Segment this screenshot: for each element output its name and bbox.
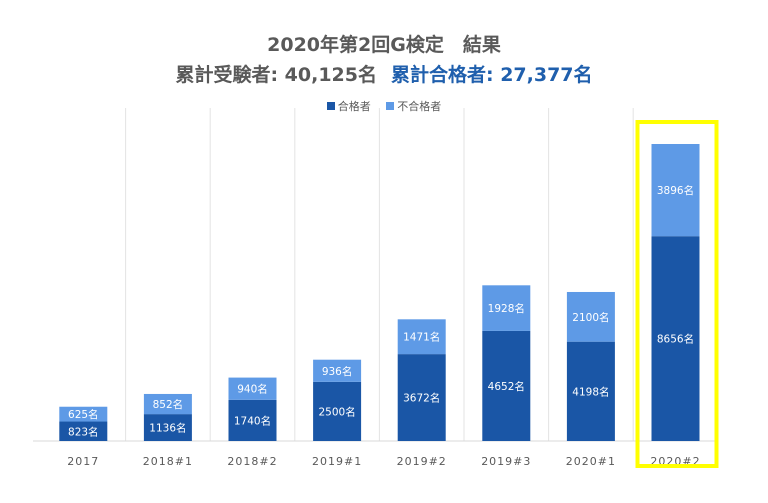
data-label: 852名 — [153, 398, 184, 411]
bar-pass — [228, 399, 277, 441]
chart-subtitle: 累計受験者: 40,125名 累計合格者: 27,377名 — [0, 60, 768, 87]
bar-pass — [313, 381, 362, 441]
data-label: 823名 — [68, 425, 99, 438]
data-label: 1136名 — [149, 422, 186, 435]
cumulative-examinees: 累計受験者: 40,125名 — [175, 64, 377, 86]
legend-label-fail: 不合格者 — [397, 100, 442, 113]
legend-item-pass: 合格者 — [326, 100, 371, 113]
bar-fail — [59, 406, 108, 422]
legend-swatch-pass — [326, 102, 335, 110]
legend: 合格者 不合格者 — [0, 98, 768, 114]
data-label: 1740名 — [234, 414, 271, 427]
x-tick-label: 2017 — [67, 455, 99, 468]
bar-pass — [397, 354, 446, 441]
chart-title: 2020年第2回G検定 結果 — [267, 34, 501, 56]
data-label: 2500名 — [318, 405, 355, 418]
bar-pass — [482, 330, 531, 441]
bar-fail — [397, 319, 446, 355]
x-tick-label: 2020#1 — [566, 455, 616, 468]
data-label: 8656名 — [657, 333, 694, 346]
x-tick-label: 2019#3 — [481, 455, 531, 468]
x-tick-label: 2019#1 — [312, 455, 362, 468]
x-tick-label: 2018#1 — [143, 455, 193, 468]
data-label: 936名 — [322, 365, 353, 378]
bar-pass — [143, 414, 192, 441]
data-label: 2100名 — [572, 311, 609, 324]
data-label: 1928名 — [488, 302, 525, 315]
data-label: 4652名 — [488, 380, 525, 393]
bar-fail — [228, 377, 277, 400]
data-label: 625名 — [68, 408, 99, 421]
bar-fail — [313, 359, 362, 382]
cumulative-passers: 累計合格者: 27,377名 — [391, 64, 593, 86]
x-tick-label: 2019#2 — [397, 455, 447, 468]
bar-fail — [651, 144, 700, 237]
data-label: 3672名 — [403, 392, 440, 405]
x-tick-label: 2018#2 — [227, 455, 277, 468]
bar-fail — [143, 393, 192, 415]
data-label: 1471名 — [403, 331, 440, 344]
bar-pass — [566, 341, 615, 441]
bar-pass — [651, 236, 700, 441]
data-label: 3896名 — [657, 184, 694, 197]
legend-swatch-fail — [386, 102, 395, 110]
bar-fail — [566, 291, 615, 342]
bar-pass — [59, 421, 108, 441]
legend-item-fail: 不合格者 — [386, 100, 441, 113]
data-label: 940名 — [237, 383, 268, 396]
bar-fail — [482, 285, 531, 331]
highlight-box — [635, 120, 719, 468]
data-label: 4198名 — [572, 385, 609, 398]
legend-label-pass: 合格者 — [337, 100, 371, 113]
